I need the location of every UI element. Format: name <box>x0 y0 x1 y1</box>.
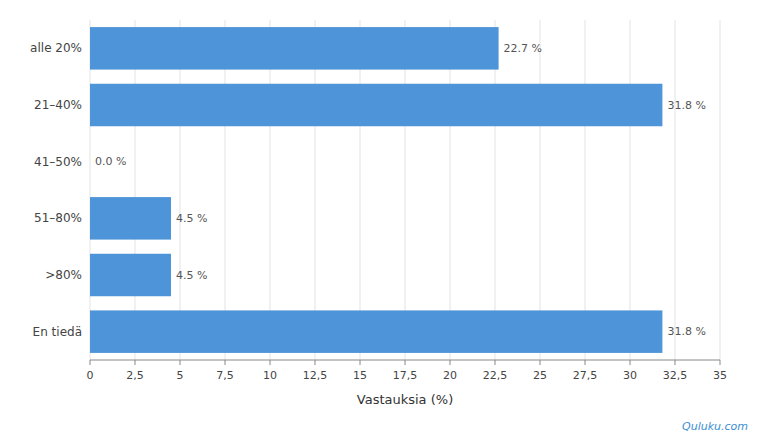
tick-label: 2,5 <box>126 369 144 382</box>
grid-line <box>225 20 226 360</box>
category-label: 51–80% <box>34 211 82 225</box>
grid-line <box>585 20 586 360</box>
grid-line <box>360 20 361 360</box>
bar <box>90 197 171 240</box>
tick-label: 30 <box>623 369 637 382</box>
chart: 0 2,5 5 7,5 10 12,5 15 17,5 20 22,5 25 27,5 30 32,5 35… <box>0 0 760 440</box>
tick-label: 0 <box>87 369 94 382</box>
axis-line <box>90 360 720 361</box>
data-labels: 31.8 % 4.5 % 4.5 % 0.0 % 31.8 % 22.7 % <box>95 42 706 338</box>
tick-mark <box>630 360 631 365</box>
category-label: >80% <box>45 268 82 282</box>
bar <box>90 27 499 70</box>
tick-mark <box>315 360 316 365</box>
bar <box>90 254 171 297</box>
tick-mark <box>405 360 406 365</box>
grid-line <box>495 20 496 360</box>
tick-mark <box>135 360 136 365</box>
x-axis-title: Vastauksia (%) <box>357 392 453 407</box>
tick-mark <box>720 360 721 365</box>
tick-mark <box>495 360 496 365</box>
grid-line <box>270 20 271 360</box>
grid-line <box>675 20 676 360</box>
tick-mark <box>450 360 451 365</box>
grid-line <box>135 20 136 360</box>
bar <box>90 140 91 183</box>
data-label: 31.8 % <box>667 325 705 338</box>
tick-label: 22,5 <box>483 369 508 382</box>
tick-label: 17,5 <box>393 369 418 382</box>
tick-label: 10 <box>263 369 277 382</box>
watermark: Quluku.com <box>682 420 748 433</box>
bar <box>90 310 662 353</box>
grid <box>90 20 720 360</box>
tick-mark <box>225 360 226 365</box>
grid-line <box>630 20 631 360</box>
tick-label: 20 <box>443 369 457 382</box>
grid-line <box>180 20 181 360</box>
category-label: En tiedä <box>33 325 82 339</box>
bars <box>90 27 662 353</box>
tick-mark <box>270 360 271 365</box>
grid-line <box>450 20 451 360</box>
data-label: 4.5 % <box>176 212 207 225</box>
tick-mark <box>675 360 676 365</box>
grid-line <box>720 20 721 360</box>
tick-label: 12,5 <box>303 369 328 382</box>
grid-line <box>90 20 91 360</box>
grid-line <box>540 20 541 360</box>
tick-mark <box>540 360 541 365</box>
data-label: 4.5 % <box>176 269 207 282</box>
tick-label: 15 <box>353 369 367 382</box>
tick-mark <box>360 360 361 365</box>
y-axis: En tiedä >80% 51–80% 41–50% 21–40% alle 20% <box>30 41 82 338</box>
data-label: 31.8 % <box>667 99 705 112</box>
grid-line <box>405 20 406 360</box>
tick-label: 35 <box>713 369 727 382</box>
bar <box>90 84 662 127</box>
category-label: 21–40% <box>34 98 82 112</box>
x-axis: 0 2,5 5 7,5 10 12,5 15 17,5 20 22,5 25 27,5 30 32,5 35 <box>87 360 728 382</box>
tick-mark <box>90 360 91 365</box>
tick-label: 25 <box>533 369 547 382</box>
tick-label: 32,5 <box>663 369 688 382</box>
tick-mark <box>180 360 181 365</box>
category-label: alle 20% <box>30 41 82 55</box>
chart-container: 0 2,5 5 7,5 10 12,5 15 17,5 20 22,5 25 27,5 30 32,5 35… <box>0 0 760 440</box>
tick-label: 5 <box>177 369 184 382</box>
category-label: 41–50% <box>34 155 82 169</box>
data-label: 22.7 % <box>504 42 542 55</box>
tick-label: 7,5 <box>216 369 234 382</box>
tick-mark <box>585 360 586 365</box>
grid-line <box>315 20 316 360</box>
tick-label: 27,5 <box>573 369 598 382</box>
data-label: 0.0 % <box>95 155 126 168</box>
